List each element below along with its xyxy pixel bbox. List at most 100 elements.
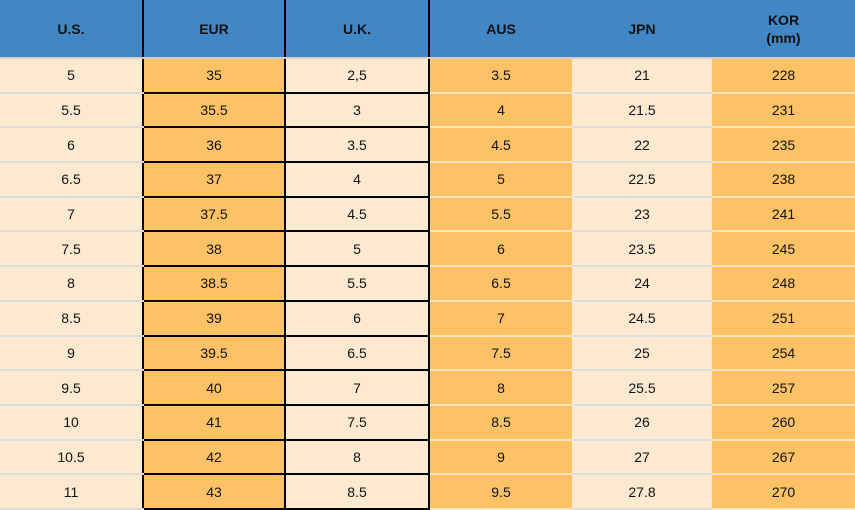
table-row: 8.5 39 6 7 24.5 251 xyxy=(0,300,855,337)
cell-us: 5 xyxy=(0,58,143,94)
cell-eur: 41 xyxy=(142,404,286,441)
cell-aus: 7 xyxy=(429,300,572,337)
cell-eur: 42 xyxy=(142,439,286,476)
table-row: 10 41 7.5 8.5 26 260 xyxy=(0,404,855,441)
table-row: 8 38.5 5.5 6.5 24 248 xyxy=(0,266,855,302)
cell-us: 11 xyxy=(0,474,143,510)
cell-us: 7 xyxy=(0,196,143,233)
cell-jpn: 27.8 xyxy=(572,474,712,510)
cell-jpn: 25 xyxy=(572,335,712,372)
cell-kor: 254 xyxy=(712,335,855,372)
cell-jpn: 22.5 xyxy=(572,162,712,198)
cell-eur: 35.5 xyxy=(142,92,286,129)
table-row: 7.5 38 5 6 23.5 245 xyxy=(0,231,855,268)
cell-kor: 251 xyxy=(712,300,855,337)
cell-kor: 238 xyxy=(712,162,855,198)
header-row: U.S. EUR U.K. AUS JPN KOR (mm) xyxy=(0,0,855,59)
cell-uk: 6.5 xyxy=(285,335,430,372)
table-header: U.S. EUR U.K. AUS JPN KOR (mm) xyxy=(0,0,855,59)
cell-eur: 39 xyxy=(142,300,286,337)
cell-aus: 7.5 xyxy=(429,335,572,372)
cell-kor: 248 xyxy=(712,266,855,302)
cell-aus: 4.5 xyxy=(429,127,572,164)
cell-jpn: 25.5 xyxy=(572,370,712,406)
cell-kor: 245 xyxy=(712,231,855,268)
cell-aus: 4 xyxy=(429,92,572,129)
cell-jpn: 24 xyxy=(572,266,712,302)
table-row: 10.5 42 8 9 27 267 xyxy=(0,439,855,476)
cell-aus: 5 xyxy=(429,162,572,198)
cell-kor: 260 xyxy=(712,404,855,441)
cell-eur: 43 xyxy=(142,474,286,510)
table-row: 6 36 3.5 4.5 22 235 xyxy=(0,127,855,164)
cell-aus: 6.5 xyxy=(429,266,572,302)
table-row: 5.5 35.5 3 4 21.5 231 xyxy=(0,92,855,129)
cell-us: 8.5 xyxy=(0,300,143,337)
cell-kor: 241 xyxy=(712,196,855,233)
cell-jpn: 23 xyxy=(572,196,712,233)
column-header-jpn: JPN xyxy=(572,0,712,59)
cell-us: 10.5 xyxy=(0,439,143,476)
cell-aus: 3.5 xyxy=(429,58,572,94)
column-header-kor-label: KOR xyxy=(767,11,800,28)
cell-us: 7.5 xyxy=(0,231,143,268)
cell-us: 9 xyxy=(0,335,143,372)
cell-aus: 6 xyxy=(429,231,572,268)
table-row: 7 37.5 4.5 5.5 23 241 xyxy=(0,196,855,233)
cell-eur: 36 xyxy=(142,127,286,164)
cell-kor: 228 xyxy=(712,58,855,94)
table-row: 5 35 2,5 3.5 21 228 xyxy=(0,58,855,94)
cell-aus: 5.5 xyxy=(429,196,572,233)
cell-kor: 270 xyxy=(712,474,855,510)
cell-eur: 37.5 xyxy=(142,196,286,233)
cell-aus: 8.5 xyxy=(429,404,572,441)
cell-jpn: 24.5 xyxy=(572,300,712,337)
cell-us: 10 xyxy=(0,404,143,441)
cell-jpn: 27 xyxy=(572,439,712,476)
cell-eur: 38 xyxy=(142,231,286,268)
table-row: 9 39.5 6.5 7.5 25 254 xyxy=(0,335,855,372)
cell-aus: 9.5 xyxy=(429,474,572,510)
cell-eur: 40 xyxy=(142,370,286,406)
table-row: 6.5 37 4 5 22.5 238 xyxy=(0,162,855,198)
cell-uk: 5 xyxy=(285,231,430,268)
cell-eur: 39.5 xyxy=(142,335,286,372)
cell-uk: 7.5 xyxy=(285,404,430,441)
column-header-kor-unit: (mm) xyxy=(766,29,801,46)
cell-uk: 6 xyxy=(285,300,430,337)
cell-uk: 3 xyxy=(285,92,430,129)
cell-kor: 267 xyxy=(712,439,855,476)
table-row: 11 43 8.5 9.5 27.8 270 xyxy=(0,474,855,510)
table-row: 9.5 40 7 8 25.5 257 xyxy=(0,370,855,406)
cell-jpn: 23.5 xyxy=(572,231,712,268)
cell-us: 6.5 xyxy=(0,162,143,198)
cell-kor: 235 xyxy=(712,127,855,164)
cell-us: 5.5 xyxy=(0,92,143,129)
cell-uk: 8.5 xyxy=(285,474,430,510)
cell-uk: 7 xyxy=(285,370,430,406)
cell-uk: 4 xyxy=(285,162,430,198)
cell-jpn: 21.5 xyxy=(572,92,712,129)
cell-aus: 9 xyxy=(429,439,572,476)
column-header-kor: KOR (mm) xyxy=(712,0,855,59)
column-header-us: U.S. xyxy=(0,0,143,59)
column-header-aus: AUS xyxy=(429,0,572,59)
table-body: 5 35 2,5 3.5 21 228 5.5 35.5 3 4 21.5 231 6 36 3.5 4.5 2… xyxy=(0,58,855,510)
cell-us: 8 xyxy=(0,266,143,302)
cell-eur: 38.5 xyxy=(142,266,286,302)
cell-eur: 35 xyxy=(142,58,286,94)
cell-kor: 257 xyxy=(712,370,855,406)
cell-eur: 37 xyxy=(142,162,286,198)
cell-us: 9.5 xyxy=(0,370,143,406)
cell-kor: 231 xyxy=(712,92,855,129)
cell-jpn: 21 xyxy=(572,58,712,94)
cell-us: 6 xyxy=(0,127,143,164)
cell-jpn: 22 xyxy=(572,127,712,164)
cell-uk: 3.5 xyxy=(285,127,430,164)
cell-aus: 8 xyxy=(429,370,572,406)
column-header-eur: EUR xyxy=(142,0,286,59)
cell-uk: 8 xyxy=(285,439,430,476)
cell-uk: 5.5 xyxy=(285,266,430,302)
